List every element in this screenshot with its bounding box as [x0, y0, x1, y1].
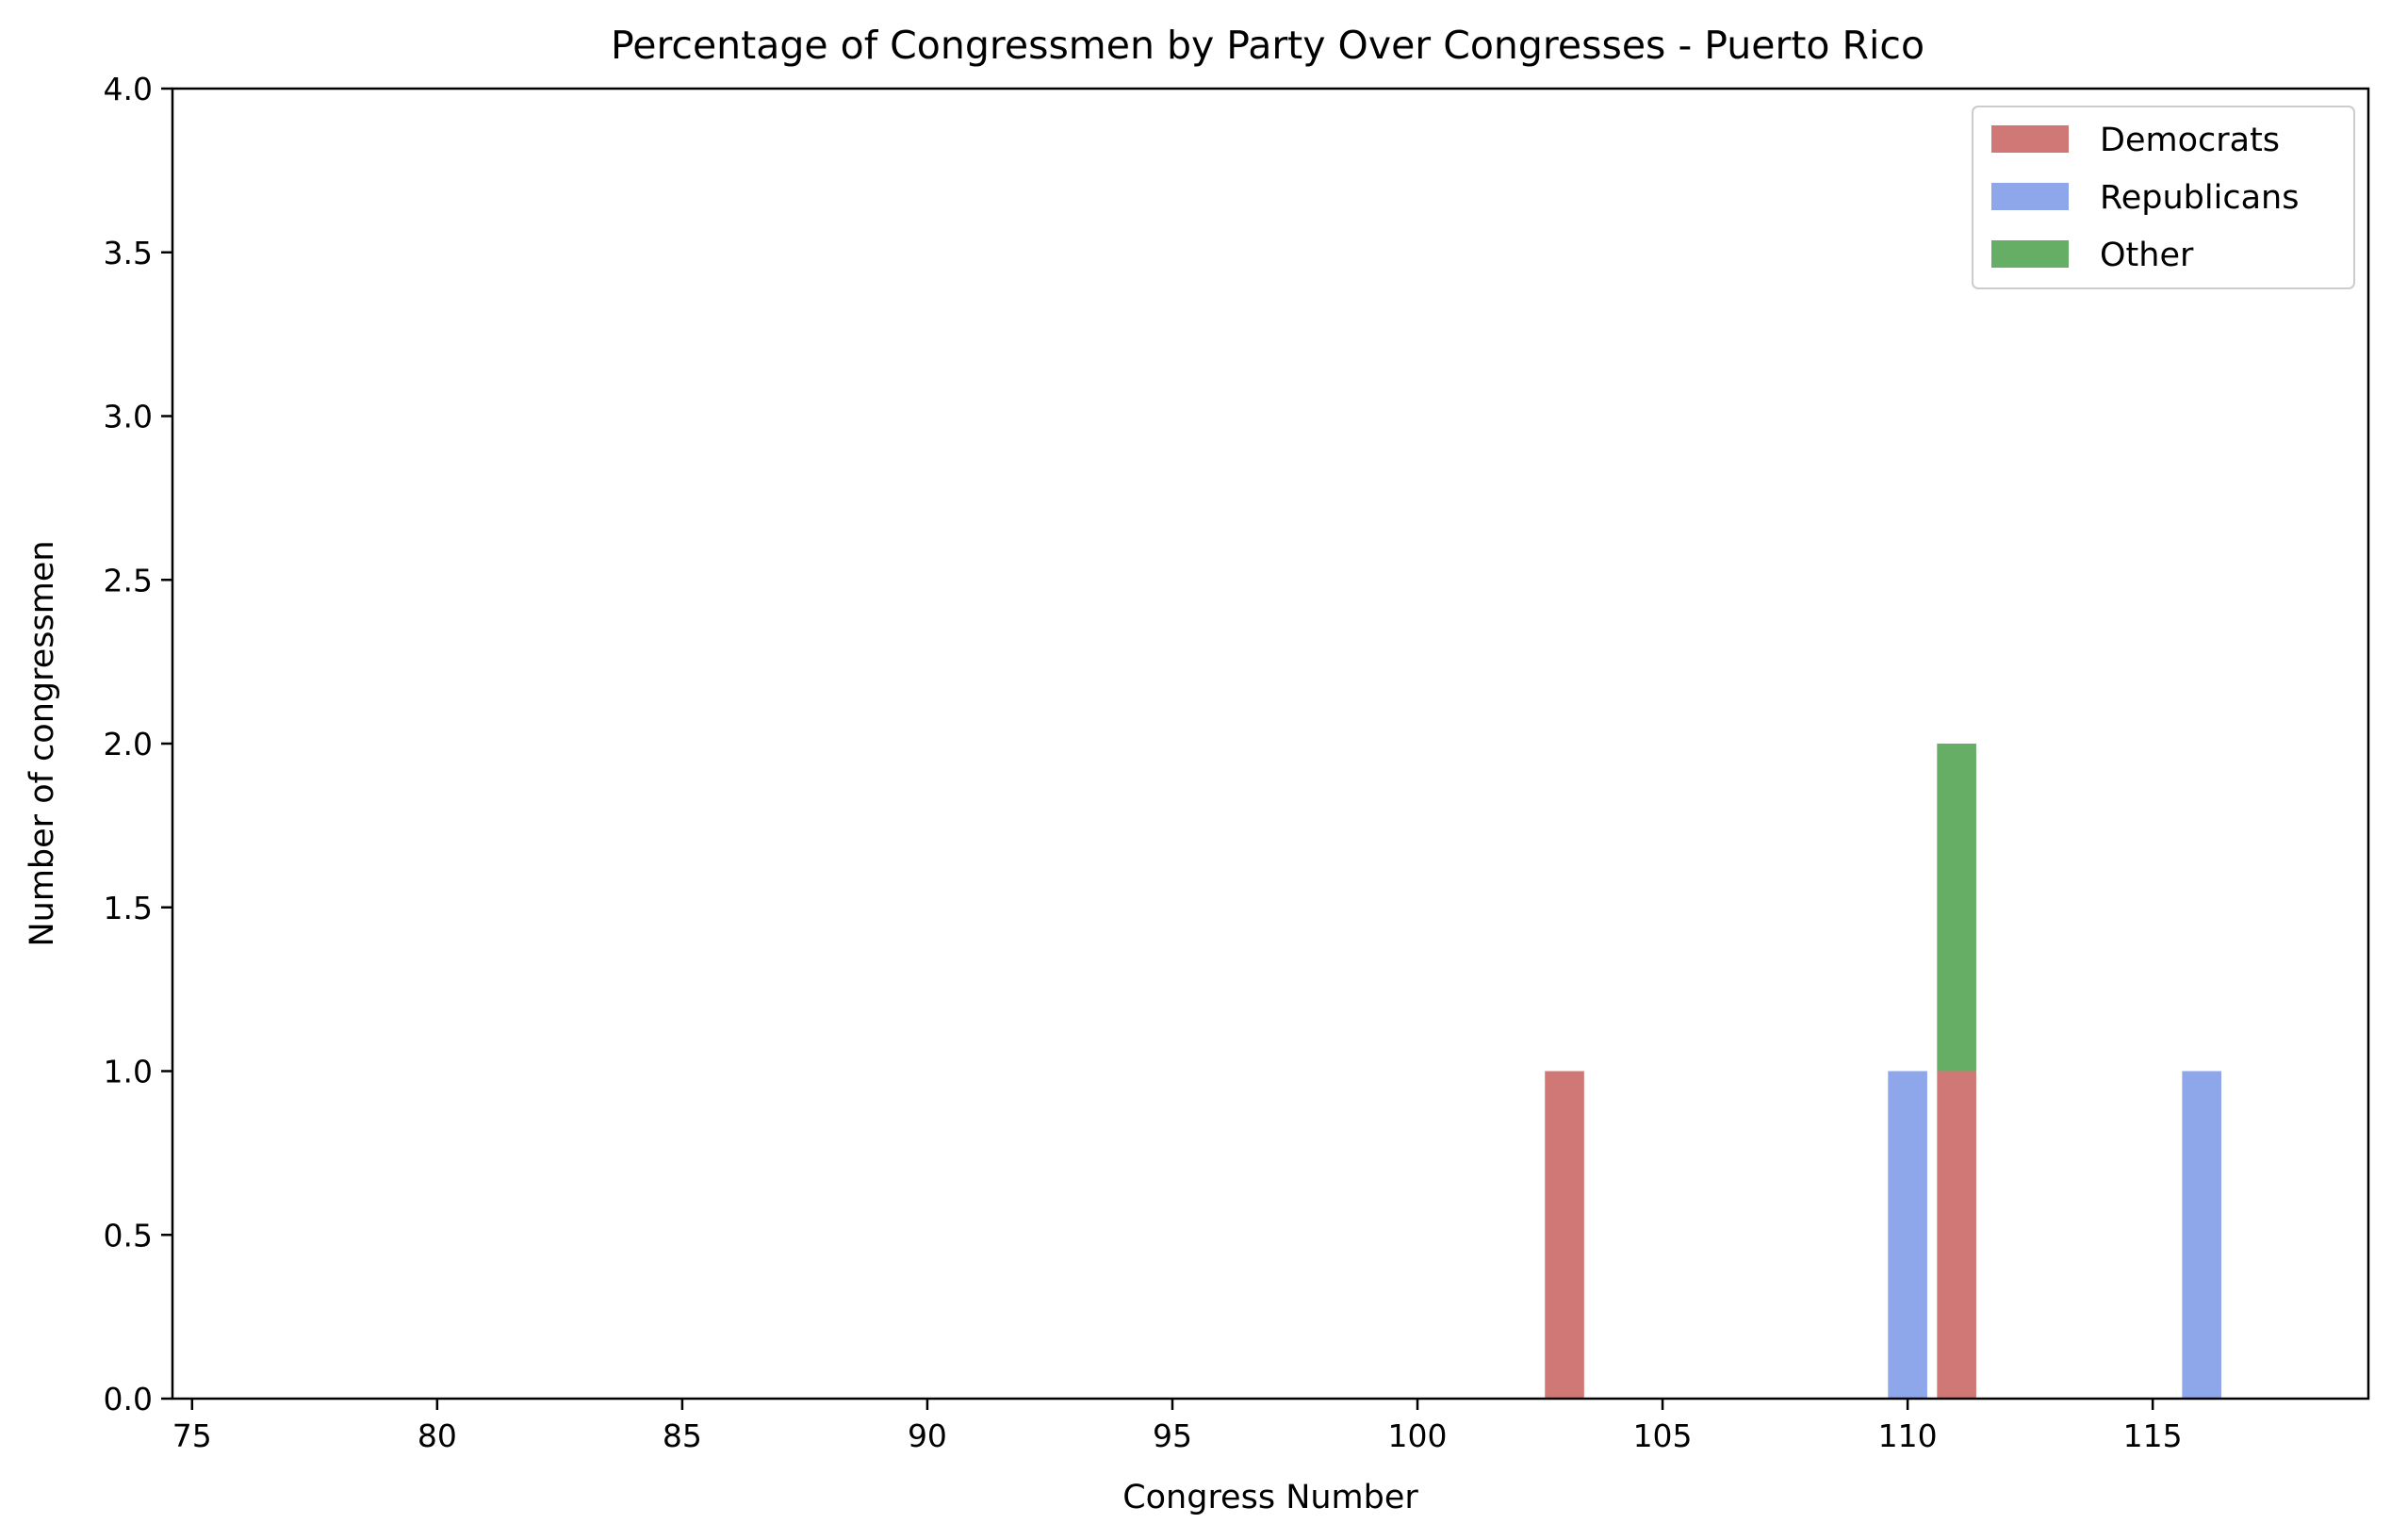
x-tick-label: 100 — [1388, 1417, 1448, 1454]
y-tick-label: 0.5 — [104, 1217, 153, 1253]
legend-label: Other — [2100, 237, 2194, 274]
x-tick-label: 115 — [2123, 1417, 2183, 1454]
bars-layer — [1545, 744, 2221, 1399]
bar — [1888, 1071, 1927, 1399]
x-tick-label: 85 — [663, 1417, 702, 1454]
chart-title: Percentage of Congressmen by Party Over … — [611, 23, 1924, 68]
y-tick-label: 2.5 — [104, 562, 153, 598]
x-tick-label: 80 — [418, 1417, 457, 1454]
bar — [1937, 744, 1976, 1072]
legend: Democrats Republicans Other — [1972, 106, 2355, 289]
legend-swatch — [1991, 240, 2069, 268]
bar — [1545, 1071, 1584, 1399]
x-tick-label: 95 — [1153, 1417, 1192, 1454]
y-tick-label: 3.5 — [104, 235, 153, 271]
x-tick-label: 105 — [1633, 1417, 1693, 1454]
legend-swatch — [1991, 125, 2069, 153]
y-axis: 0.0 0.5 1.0 1.5 2.0 2.5 3.0 3.5 4.0 — [104, 71, 172, 1417]
legend-label: Republicans — [2100, 179, 2299, 217]
bar — [2182, 1071, 2221, 1399]
x-tick-label: 90 — [908, 1417, 947, 1454]
y-axis-label: Number of congressmen — [24, 540, 61, 946]
y-tick-label: 1.0 — [104, 1054, 153, 1090]
y-tick-label: 0.0 — [104, 1381, 153, 1417]
y-tick-label: 1.5 — [104, 890, 153, 926]
y-tick-label: 2.0 — [104, 726, 153, 762]
x-axis: 75 80 85 90 95 100 105 110 115 — [172, 1399, 2183, 1454]
x-tick-label: 75 — [172, 1417, 212, 1454]
bar — [1937, 1071, 1976, 1399]
y-tick-label: 3.0 — [104, 399, 153, 435]
legend-label: Democrats — [2100, 122, 2280, 159]
x-axis-label: Congress Number — [1122, 1479, 1418, 1516]
y-tick-label: 4.0 — [104, 71, 153, 107]
x-tick-label: 110 — [1878, 1417, 1938, 1454]
legend-swatch — [1991, 183, 2069, 210]
